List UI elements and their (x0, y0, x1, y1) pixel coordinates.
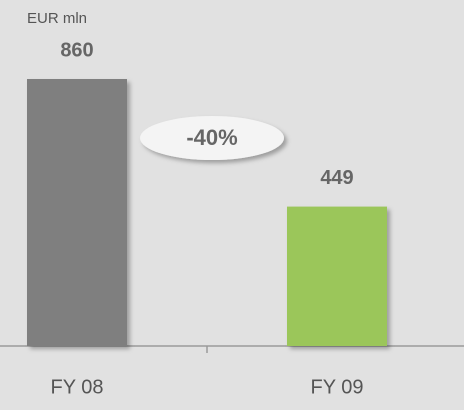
bars: 860 FY 08 449 FY 09 (27, 39, 387, 398)
value-label: 860 (60, 39, 93, 61)
x-tick-label: FY 09 (311, 376, 364, 398)
annotation-bubble (140, 116, 284, 160)
bar (287, 206, 387, 346)
x-tick-label: FY 08 (51, 376, 104, 398)
annotation: -40% (186, 125, 237, 150)
value-label: 449 (320, 167, 353, 189)
bar (27, 79, 127, 346)
unit-label: EUR mln (27, 10, 87, 27)
